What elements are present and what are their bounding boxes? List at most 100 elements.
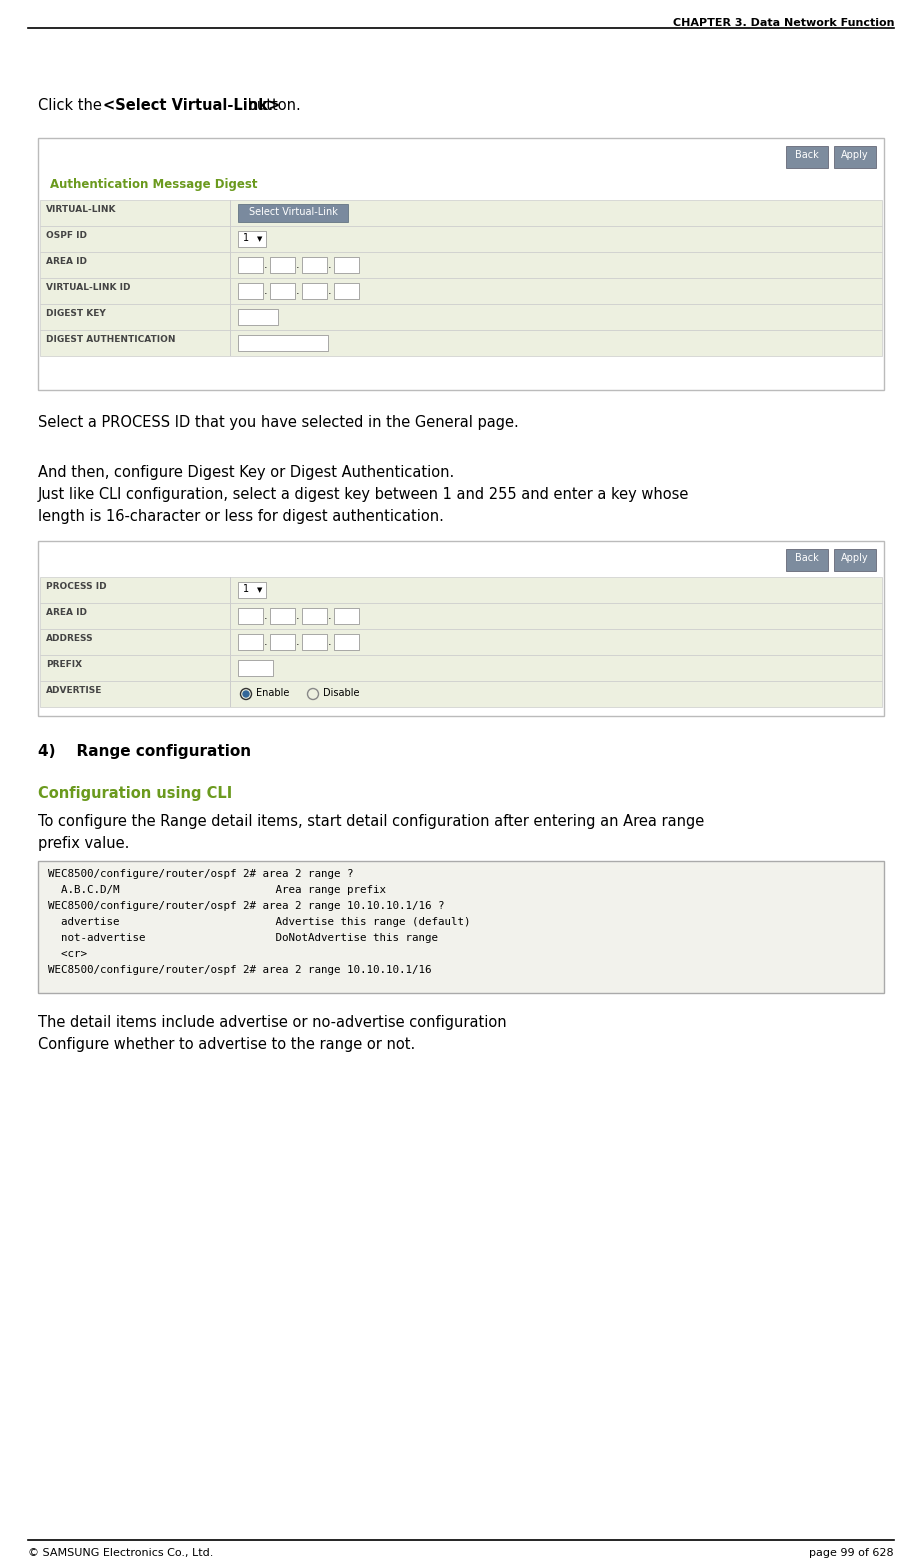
Bar: [786, 146, 828, 167]
Bar: [40, 577, 882, 603]
Bar: [40, 225, 882, 252]
Bar: [238, 634, 263, 649]
Text: .: .: [328, 610, 332, 621]
Text: Enable: Enable: [256, 689, 290, 698]
Text: .: .: [265, 637, 267, 646]
Text: VIRTUAL-LINK ID: VIRTUAL-LINK ID: [46, 283, 131, 293]
Bar: [230, 304, 231, 330]
Bar: [238, 283, 263, 299]
Text: prefix value.: prefix value.: [38, 836, 129, 851]
Text: PROCESS ID: PROCESS ID: [46, 582, 107, 592]
Bar: [40, 279, 882, 304]
Bar: [302, 634, 327, 649]
Text: VIRTUAL-LINK: VIRTUAL-LINK: [46, 205, 116, 214]
Text: not-advertise                    DoNotAdvertise this range: not-advertise DoNotAdvertise this range: [48, 933, 438, 944]
Bar: [38, 861, 884, 994]
Bar: [834, 549, 876, 571]
Bar: [38, 138, 884, 390]
Text: advertise                        Advertise this range (default): advertise Advertise this range (default): [48, 917, 470, 926]
Bar: [238, 607, 263, 624]
Text: A.B.C.D/M                        Area range prefix: A.B.C.D/M Area range prefix: [48, 884, 386, 895]
Text: ▼: ▼: [257, 587, 263, 593]
Text: DIGEST AUTHENTICATION: DIGEST AUTHENTICATION: [46, 335, 175, 344]
Bar: [40, 330, 882, 355]
Text: WEC8500/configure/router/ospf 2# area 2 range 10.10.10.1/16 ?: WEC8500/configure/router/ospf 2# area 2 …: [48, 901, 444, 911]
Text: ADDRESS: ADDRESS: [46, 634, 94, 643]
Text: .: .: [265, 260, 267, 271]
Bar: [230, 200, 231, 225]
Text: .: .: [265, 610, 267, 621]
Text: © SAMSUNG Electronics Co., Ltd.: © SAMSUNG Electronics Co., Ltd.: [28, 1548, 213, 1559]
Text: Apply: Apply: [841, 150, 869, 160]
Bar: [230, 225, 231, 252]
Text: PREFIX: PREFIX: [46, 660, 82, 668]
Bar: [334, 634, 359, 649]
Bar: [38, 541, 884, 717]
Bar: [334, 607, 359, 624]
Bar: [40, 629, 882, 656]
Bar: [786, 549, 828, 571]
Text: WEC8500/configure/router/ospf 2# area 2 range ?: WEC8500/configure/router/ospf 2# area 2 …: [48, 869, 353, 880]
Bar: [238, 582, 266, 598]
Bar: [270, 257, 295, 272]
Bar: [230, 252, 231, 279]
Text: To configure the Range detail items, start detail configuration after entering a: To configure the Range detail items, sta…: [38, 814, 704, 829]
Bar: [230, 330, 231, 355]
Bar: [238, 308, 278, 326]
Bar: [238, 203, 348, 222]
Bar: [334, 257, 359, 272]
Text: Configure whether to advertise to the range or not.: Configure whether to advertise to the ra…: [38, 1038, 415, 1052]
Text: .: .: [296, 260, 300, 271]
Text: OSPF ID: OSPF ID: [46, 232, 87, 239]
Text: 1: 1: [243, 584, 249, 595]
Bar: [40, 681, 882, 707]
Text: <Select Virtual-Link>: <Select Virtual-Link>: [103, 99, 280, 113]
Text: Back: Back: [795, 150, 819, 160]
Bar: [302, 283, 327, 299]
Text: 1: 1: [243, 233, 249, 243]
Text: .: .: [328, 637, 332, 646]
Text: WEC8500/configure/router/ospf 2# area 2 range 10.10.10.1/16: WEC8500/configure/router/ospf 2# area 2 …: [48, 966, 431, 975]
Text: button.: button.: [243, 99, 301, 113]
Bar: [270, 634, 295, 649]
Text: ▼: ▼: [257, 236, 263, 243]
Bar: [40, 252, 882, 279]
Text: .: .: [296, 610, 300, 621]
Bar: [40, 656, 882, 681]
Text: .: .: [328, 286, 332, 296]
Text: DIGEST KEY: DIGEST KEY: [46, 308, 106, 318]
Text: .: .: [296, 286, 300, 296]
Text: Apply: Apply: [841, 552, 869, 563]
Text: .: .: [265, 286, 267, 296]
Text: ADVERTISE: ADVERTISE: [46, 685, 102, 695]
Text: .: .: [328, 260, 332, 271]
Circle shape: [243, 692, 249, 696]
Bar: [230, 629, 231, 656]
Bar: [238, 232, 266, 247]
Text: 4)    Range configuration: 4) Range configuration: [38, 743, 251, 759]
Text: AREA ID: AREA ID: [46, 607, 87, 617]
Bar: [230, 603, 231, 629]
Text: Just like CLI configuration, select a digest key between 1 and 255 and enter a k: Just like CLI configuration, select a di…: [38, 487, 690, 502]
Bar: [270, 283, 295, 299]
Text: Click the: Click the: [38, 99, 107, 113]
Text: Authentication Message Digest: Authentication Message Digest: [50, 178, 257, 191]
Text: AREA ID: AREA ID: [46, 257, 87, 266]
Bar: [40, 304, 882, 330]
Bar: [40, 603, 882, 629]
Bar: [230, 577, 231, 603]
Text: And then, configure Digest Key or Digest Authentication.: And then, configure Digest Key or Digest…: [38, 465, 455, 480]
Bar: [238, 257, 263, 272]
Bar: [230, 681, 231, 707]
Bar: [834, 146, 876, 167]
Bar: [334, 283, 359, 299]
Text: Disable: Disable: [323, 689, 360, 698]
Text: Select a PROCESS ID that you have selected in the General page.: Select a PROCESS ID that you have select…: [38, 415, 519, 430]
Text: <cr>: <cr>: [48, 948, 87, 959]
Bar: [302, 607, 327, 624]
Text: CHAPTER 3. Data Network Function: CHAPTER 3. Data Network Function: [672, 19, 894, 28]
Text: Configuration using CLI: Configuration using CLI: [38, 786, 232, 801]
Bar: [270, 607, 295, 624]
Text: page 99 of 628: page 99 of 628: [810, 1548, 894, 1559]
Bar: [238, 660, 273, 676]
